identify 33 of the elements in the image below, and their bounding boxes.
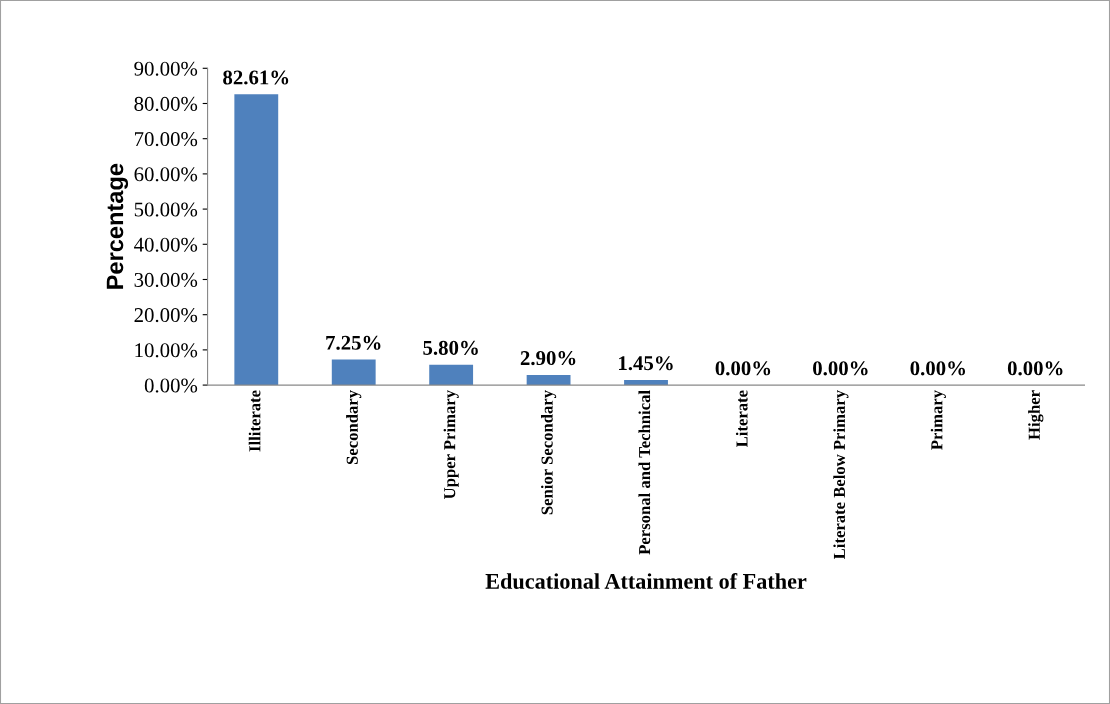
y-tick-label: 20.00% [134,308,198,323]
y-tick-label: 70.00% [134,132,198,147]
y-axis-title: Percentage [106,163,129,289]
x-tick-label: Personal and Technical [638,390,651,555]
bar [331,359,376,386]
x-tick-label: Literate Below Primary [833,390,849,560]
x-tick-label: Primary [930,390,946,450]
bar [429,364,474,386]
data-label: 1.45% [619,356,673,371]
data-label: 82.61% [223,70,289,85]
data-label: 0.00% [715,361,771,376]
y-tick-label: 80.00% [134,96,198,112]
x-tick-label: Literate [735,390,748,448]
x-tick-label: Higher [1028,390,1044,440]
y-tick-label: 30.00% [134,272,198,288]
data-label: 0.00% [910,361,966,376]
x-tick-label: Illiterate [248,390,261,452]
y-tick-label: 90.00% [134,61,198,76]
data-label: 7.25% [326,335,381,350]
y-tick-label: 0.00% [144,378,198,393]
data-label: 5.80% [423,340,478,355]
x-tick-label: Senior Secondary [541,390,557,515]
y-tick-label: 60.00% [134,167,198,182]
bar [234,94,279,386]
y-tick-label: 10.00% [135,343,198,358]
x-tick-label: Upper Primary [443,390,459,499]
data-label: 2.90% [520,351,576,366]
data-label: 0.00% [813,361,868,376]
y-tick-label: 50.00% [134,202,198,217]
y-tick-label: 40.00% [134,237,198,252]
x-tick-label: Secondary [346,390,362,465]
data-label: 0.00% [1007,361,1063,376]
x-axis-title: Educational Attainment of Father [485,572,807,589]
